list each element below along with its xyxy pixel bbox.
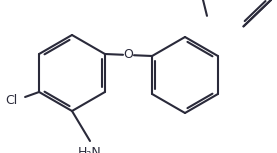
Text: Cl: Cl (5, 93, 17, 106)
Text: H₂N: H₂N (78, 146, 102, 153)
Text: O: O (124, 49, 134, 62)
